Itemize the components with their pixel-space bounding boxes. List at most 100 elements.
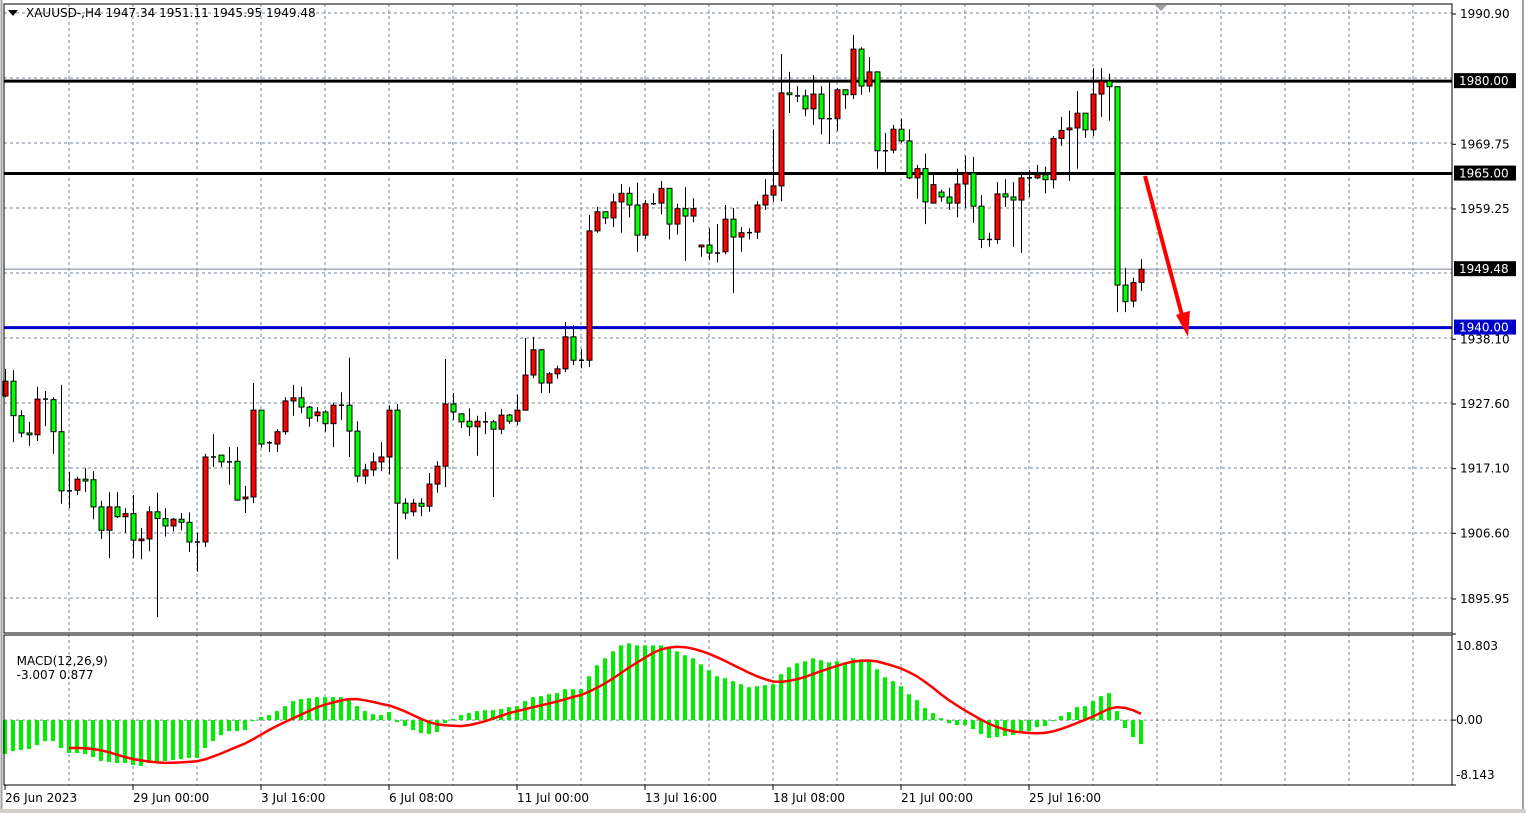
- y-tick-label: 1959.25: [1460, 202, 1510, 216]
- candle-body: [418, 502, 425, 507]
- candle-body: [586, 230, 593, 361]
- x-tick-label: 6 Jul 08:00: [389, 791, 453, 805]
- candle: [267, 440, 272, 453]
- macd-bar: [731, 681, 735, 721]
- macd-bar: [355, 706, 359, 721]
- symbol-timeframe: XAUUSD-,H4: [26, 6, 102, 20]
- candle-body: [642, 203, 649, 236]
- macd-bar: [803, 661, 807, 721]
- macd-bar: [971, 720, 975, 730]
- candle-body: [954, 183, 961, 204]
- macd-bar: [875, 669, 879, 721]
- candle: [883, 132, 888, 173]
- candle-body: [1010, 196, 1017, 201]
- macd-y-tick-label: 0.00: [1456, 713, 1483, 727]
- candle-body: [1082, 112, 1089, 131]
- macd-bar: [627, 643, 631, 721]
- macd-y-tick-label: -8.143: [1456, 768, 1495, 782]
- candle: [827, 79, 832, 144]
- candle: [18, 410, 25, 438]
- candle: [530, 336, 537, 379]
- candle: [98, 500, 105, 539]
- macd-bar: [1011, 720, 1015, 736]
- candle: [290, 384, 297, 416]
- window-bottom-edge: [0, 809, 1526, 813]
- macd-header: MACD(12,26,9) -3.007 0.877: [9, 640, 108, 682]
- chart-shift-marker-icon[interactable]: [1155, 5, 1167, 11]
- candle: [346, 357, 353, 457]
- macd-bar: [19, 720, 23, 750]
- macd-bar: [515, 706, 519, 721]
- candle: [970, 156, 977, 223]
- candle: [162, 508, 169, 537]
- macd-bar: [707, 670, 711, 721]
- candle: [466, 408, 473, 437]
- macd-bar: [723, 678, 727, 721]
- macd-bar: [891, 681, 895, 721]
- arrow-head-icon[interactable]: [1176, 310, 1190, 337]
- dropdown-triangle-icon[interactable]: [8, 10, 18, 16]
- macd-bar: [371, 714, 375, 721]
- candle: [698, 244, 705, 257]
- candle: [874, 71, 881, 169]
- level-price-label: 1940.00: [1459, 321, 1509, 335]
- candle-body: [74, 478, 81, 491]
- candle-body: [1098, 80, 1105, 95]
- candle-body: [770, 185, 777, 196]
- candle: [682, 187, 689, 262]
- horizontal-lines[interactable]: [4, 79, 1452, 330]
- candle: [394, 403, 401, 560]
- candle: [218, 454, 225, 467]
- macd-bar: [595, 665, 599, 721]
- macd-label: MACD(12,26,9): [16, 654, 108, 668]
- x-tick-label: 26 Jun 2023: [5, 791, 77, 805]
- candle: [987, 232, 992, 247]
- candle: [730, 208, 737, 294]
- candle: [490, 420, 497, 498]
- candle: [362, 463, 369, 485]
- candle-body: [530, 349, 537, 376]
- macd-bar: [571, 689, 575, 721]
- macd-bar: [123, 720, 127, 763]
- candle-body: [122, 513, 129, 518]
- candle-body: [834, 89, 841, 120]
- candle-body: [1018, 177, 1025, 201]
- candle-body: [362, 469, 369, 477]
- candle-body: [1122, 284, 1129, 303]
- macd-bar: [691, 658, 695, 721]
- macd-bar: [147, 720, 151, 763]
- candle-body: [778, 92, 785, 187]
- candle-body: [386, 409, 393, 458]
- candle-body: [762, 194, 769, 206]
- macd-bar: [195, 720, 199, 758]
- candle: [234, 447, 241, 501]
- macd-bar: [339, 697, 343, 721]
- x-tick-label: 13 Jul 16:00: [645, 791, 717, 805]
- macd-bar: [1139, 720, 1143, 745]
- candle-body: [490, 421, 497, 430]
- candle: [747, 228, 752, 240]
- candle-body: [18, 415, 25, 434]
- main-pane-border: [3, 3, 1453, 634]
- macd-bar: [779, 674, 783, 721]
- candle: [1074, 90, 1081, 169]
- y-tick-label: 1927.60: [1460, 397, 1510, 411]
- trend-arrow[interactable]: [1143, 175, 1190, 337]
- macd-bar: [491, 710, 495, 721]
- candle: [866, 57, 873, 93]
- candle: [410, 498, 417, 517]
- x-tick-label: 21 Jul 00:00: [901, 791, 973, 805]
- candle-body: [442, 403, 449, 467]
- candle: [10, 370, 17, 443]
- candle: [1082, 112, 1089, 138]
- candle-body: [466, 420, 473, 428]
- candle: [250, 383, 257, 504]
- arrow-shaft[interactable]: [1143, 175, 1186, 324]
- candle-body: [554, 368, 561, 375]
- macd-bar: [467, 713, 471, 721]
- macd-bar: [155, 720, 159, 762]
- macd-bar: [851, 658, 855, 721]
- macd-bar: [1107, 693, 1111, 721]
